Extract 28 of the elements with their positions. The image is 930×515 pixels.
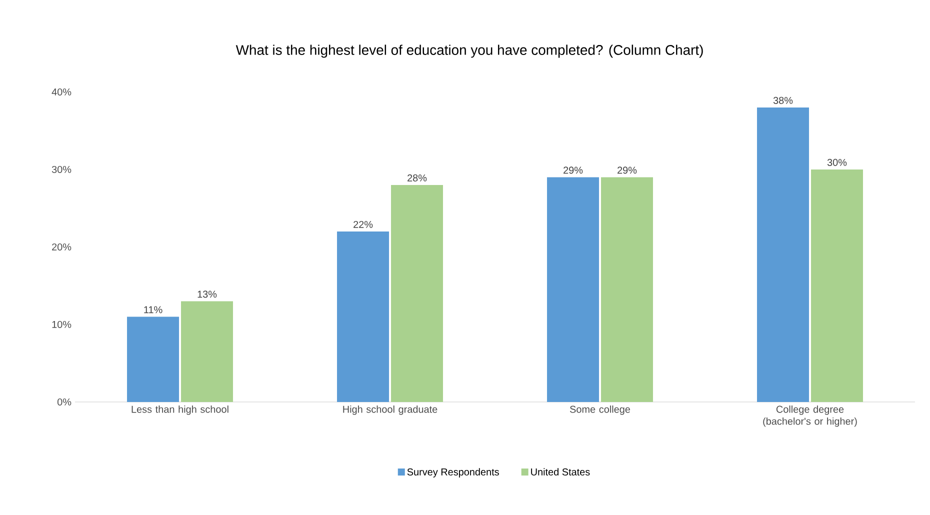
data-label: 29% <box>618 166 637 174</box>
data-label: 28% <box>408 174 427 182</box>
bar <box>757 107 810 402</box>
bar <box>127 316 180 402</box>
y-tick-label: 30% <box>52 166 72 174</box>
y-tick-label: 20% <box>52 243 72 251</box>
x-tick-label: High school graduate <box>343 406 438 415</box>
data-label: 11% <box>144 306 162 314</box>
data-label: 38% <box>773 96 793 104</box>
bar <box>811 169 864 402</box>
x-tick-label: College degree (bachelor's or higher) <box>763 406 857 427</box>
data-label: 30% <box>827 158 847 166</box>
bar <box>181 301 234 402</box>
legend-label: Survey Respondents <box>407 468 499 478</box>
y-tick-label: 0% <box>57 398 72 406</box>
bar <box>547 177 600 402</box>
y-tick-label: 10% <box>52 320 72 328</box>
bar <box>337 231 390 402</box>
data-label: 13% <box>198 290 217 298</box>
bar <box>601 177 654 402</box>
y-tick-label: 40% <box>52 88 72 96</box>
legend-label: United States <box>531 468 590 476</box>
chart-title: What is the highest level of education you have completed? (Column Chart) <box>236 44 703 58</box>
data-label: 29% <box>564 166 583 174</box>
bar <box>391 184 444 402</box>
x-tick-label: Some college <box>570 406 630 415</box>
x-tick-label: Less than high school <box>132 406 228 415</box>
data-label: 22% <box>354 220 373 228</box>
